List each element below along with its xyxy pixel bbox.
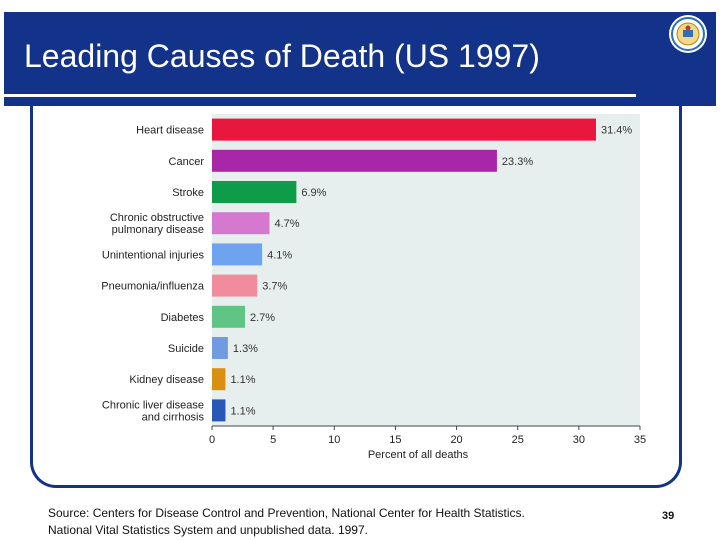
bar (212, 149, 497, 172)
x-tick-label: 25 (512, 434, 524, 446)
source-line-2: National Vital Statistics System and unp… (48, 523, 368, 537)
category-label: pulmonary disease (112, 224, 204, 236)
data-label: 31.4% (601, 125, 632, 137)
bar (212, 243, 263, 266)
category-label: Unintentional injuries (102, 249, 205, 261)
category-label: Chronic obstructive (110, 212, 204, 224)
category-label: Diabetes (161, 312, 205, 324)
bar (212, 118, 596, 141)
data-label: 3.7% (262, 281, 287, 293)
x-tick-label: 30 (573, 434, 585, 446)
data-label: 2.7% (250, 312, 275, 324)
category-label: Pneumonia/influenza (101, 281, 205, 293)
bar (212, 305, 246, 328)
x-tick-label: 35 (634, 434, 646, 446)
data-label: 1.1% (230, 405, 255, 417)
bar-chart: 31.4% Heart disease 23.3% Cancer 6.9% Stroke 4… (101, 114, 646, 461)
category-label: Stroke (172, 187, 204, 199)
source-note: Source: Centers for Disease Control and … (48, 505, 525, 539)
x-tick-label: 20 (450, 434, 462, 446)
source-line-1: Source: Centers for Disease Control and … (48, 506, 525, 520)
category-label: Chronic liver disease (102, 399, 204, 411)
data-label: 4.1% (267, 249, 292, 261)
title-bar (4, 12, 716, 106)
data-label: 1.1% (230, 374, 255, 386)
bar (212, 181, 297, 203)
data-label: 6.9% (301, 187, 326, 199)
title-underline (4, 94, 636, 97)
data-label: 23.3% (502, 156, 533, 168)
data-label: 4.7% (274, 218, 299, 230)
x-tick-label: 5 (270, 434, 276, 446)
data-label: 1.3% (233, 343, 258, 355)
bar (212, 368, 226, 391)
x-tick-label: 10 (328, 434, 340, 446)
bar (212, 212, 270, 235)
bar (212, 274, 258, 297)
x-tick-label: 0 (209, 434, 215, 446)
page-number: 39 (662, 510, 675, 522)
slide-title: Leading Causes of Death (US 1997) (24, 38, 540, 74)
category-label: Suicide (168, 343, 204, 355)
category-label: Heart disease (136, 125, 204, 137)
bar (212, 337, 228, 359)
university-seal-icon (669, 15, 707, 53)
category-label: and cirrhosis (142, 411, 205, 423)
category-label: Cancer (169, 156, 205, 168)
x-axis-label: Percent of all deaths (368, 449, 469, 461)
bar (212, 399, 226, 422)
x-tick-label: 15 (389, 434, 401, 446)
content-frame (30, 106, 682, 488)
category-label: Kidney disease (129, 374, 204, 386)
